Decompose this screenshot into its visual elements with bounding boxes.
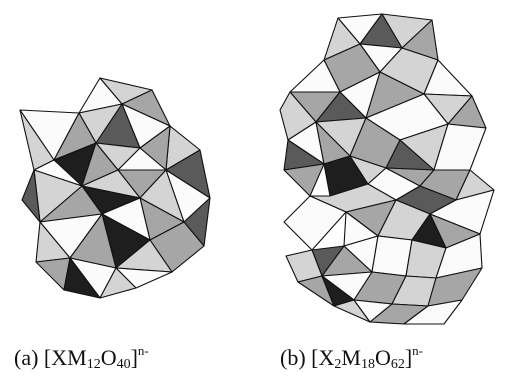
caption-a-part: XM: [51, 345, 87, 370]
caption-b-part: 2: [334, 357, 342, 372]
caption-a-formula: XM12O40]n-: [51, 343, 149, 372]
caption-b-part: ]: [404, 345, 413, 370]
caption-a-part: 12: [86, 357, 101, 372]
caption-a-part: n-: [137, 343, 149, 358]
caption-b-part: n-: [412, 343, 423, 358]
caption-dawson: (b) [X2M18O62]n-: [280, 336, 423, 380]
caption-a-part: 40: [116, 357, 131, 372]
caption-b-formula: X2M18O62]n-: [318, 343, 423, 372]
caption-b-prefix: (b) [: [280, 345, 319, 370]
caption-b-part: O: [374, 345, 391, 370]
caption-b-part: 18: [360, 357, 375, 372]
caption-b-part: M: [341, 345, 361, 370]
caption-a-prefix: (a) [: [14, 345, 52, 370]
caption-b-part: X: [318, 345, 335, 370]
caption-a-part: ]: [130, 345, 138, 370]
caption-keggin: (a) [XM12O40]n-: [14, 336, 149, 380]
caption-b-part: 62: [390, 357, 405, 372]
caption-a-part: O: [100, 345, 117, 370]
